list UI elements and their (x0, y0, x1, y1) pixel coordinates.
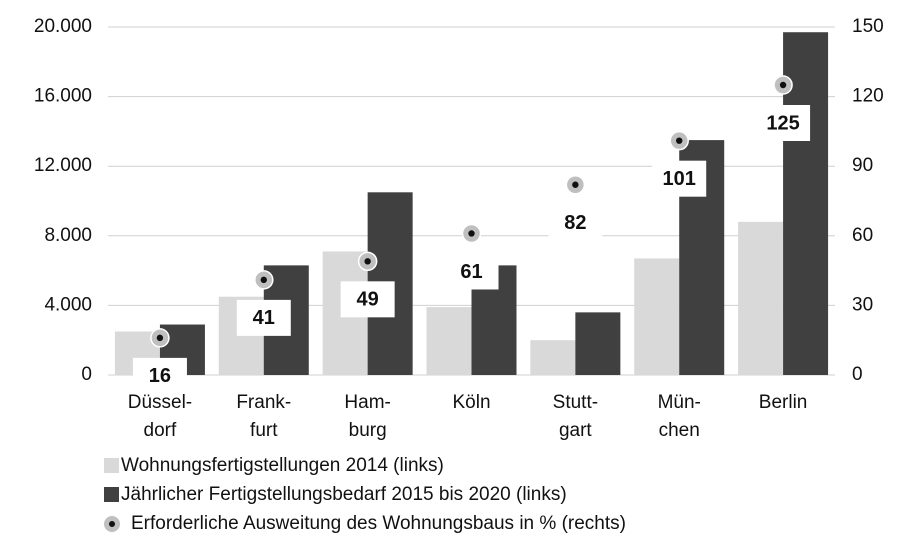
y-tick-label: 12.000 (34, 155, 92, 176)
point-center (156, 334, 164, 342)
y2-tick-label: 90 (852, 155, 873, 176)
x-tick-label: Stutt-gart (553, 392, 598, 441)
y2-tick-label: 120 (852, 86, 884, 107)
point (669, 130, 689, 151)
point (357, 251, 378, 272)
legend-marker (104, 458, 119, 473)
x-tick-label: Frank-furt (236, 392, 291, 441)
y2-tick-label: 30 (852, 294, 873, 315)
data-label: 16 (149, 365, 171, 387)
bar (530, 340, 576, 375)
x-tick-line: Düssel- (128, 392, 192, 413)
y-tick-label: 4.000 (44, 294, 92, 315)
point-center (779, 81, 787, 89)
legend-label: Erforderliche Ausweitung des Wohnungsbau… (131, 513, 626, 534)
label-box (444, 253, 499, 290)
point-center (572, 181, 579, 188)
bar (426, 307, 472, 375)
bar (575, 312, 621, 375)
y-tick-label: 8.000 (44, 225, 92, 246)
label-box (236, 299, 291, 336)
x-tick-label: Köln (452, 392, 490, 413)
point (254, 270, 274, 290)
x-tick-line: Ham- (344, 392, 390, 413)
label-box (756, 105, 811, 141)
x-tick-line: furt (250, 420, 278, 441)
legend-marker (104, 487, 119, 502)
x-tick-label: Düssel-dorf (128, 392, 192, 441)
y-tick-label: 20.000 (34, 16, 92, 37)
legend-label: Wohnungsfertigstellungen 2014 (links) (121, 455, 444, 476)
point-center (260, 276, 267, 284)
data-label: 125 (766, 112, 799, 134)
point-center (468, 230, 475, 237)
point (461, 223, 482, 244)
label-box (340, 281, 395, 318)
x-tick-line: Köln (452, 392, 490, 413)
data-label: 61 (460, 261, 482, 283)
data-label: 82 (564, 212, 586, 234)
label-box (652, 160, 707, 197)
x-tick-line: Frank- (236, 392, 291, 413)
point-center (364, 258, 371, 265)
x-tick-label: Berlin (759, 392, 808, 413)
x-tick-line: Stutt- (553, 392, 598, 413)
x-tick-line: gart (559, 420, 592, 441)
data-label: 49 (357, 289, 379, 311)
legend-marker-center (109, 521, 115, 527)
y2-tick-label: 150 (852, 16, 884, 37)
x-tick-label: Ham-burg (344, 392, 390, 441)
x-tick-line: burg (349, 420, 387, 441)
x-tick-line: dorf (144, 420, 177, 441)
y-tick-label: 16.000 (34, 86, 92, 107)
bar (738, 221, 784, 375)
bar (634, 258, 680, 375)
y-tick-label: 0 (81, 364, 92, 385)
x-tick-line: Berlin (759, 392, 808, 413)
x-tick-line: Mün- (658, 392, 701, 413)
label-box (132, 357, 187, 394)
x-tick-line: chen (659, 420, 700, 441)
label-box (548, 204, 603, 241)
y2-tick-label: 60 (852, 225, 873, 246)
data-label: 101 (663, 168, 696, 190)
point (150, 328, 170, 348)
x-tick-label: Mün-chen (658, 392, 701, 441)
y2-tick-label: 0 (852, 364, 863, 385)
point-center (676, 137, 683, 144)
point (773, 75, 793, 95)
data-label: 41 (253, 307, 275, 329)
point (565, 175, 586, 195)
legend-label: Jährlicher Fertigstellungsbedarf 2015 bi… (121, 484, 567, 505)
